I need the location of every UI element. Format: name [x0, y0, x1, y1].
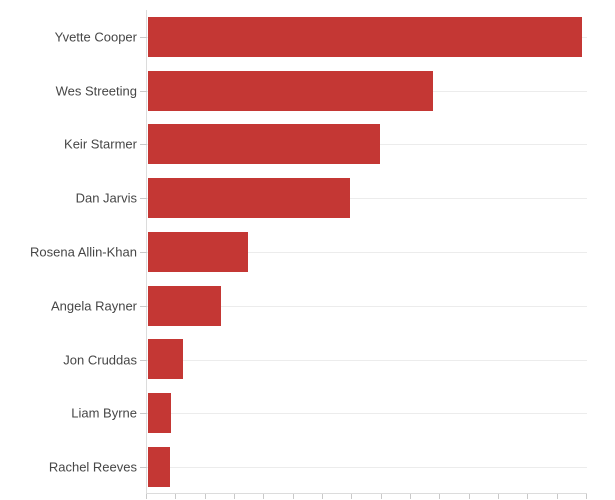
bar-row: Jon Cruddas	[63, 333, 587, 387]
bar-row: Rosena Allin-Khan	[30, 225, 587, 279]
gridline	[147, 198, 587, 200]
bar-rows: Yvette Cooper Wes Streeting Keir Starmer Da…	[30, 10, 587, 494]
bar-row: Rachel Reeves	[49, 440, 587, 494]
bar	[148, 231, 248, 272]
category-label: Liam Byrne	[71, 405, 137, 421]
category-tick-mark	[140, 413, 147, 415]
category-label: Rachel Reeves	[48, 459, 137, 475]
category-label: Yvette Cooper	[54, 29, 137, 45]
x-axis-tick-mark	[351, 494, 353, 499]
category-label: Jon Cruddas	[63, 352, 137, 368]
x-axis-tick-mark	[175, 494, 177, 499]
gridline	[147, 305, 587, 307]
x-axis-tick-mark	[380, 494, 382, 499]
x-axis-tick-mark	[527, 494, 529, 499]
bar-row: Yvette Cooper	[55, 10, 587, 64]
x-axis-tick-mark	[263, 494, 265, 499]
bar	[148, 124, 380, 165]
plot-area: Yvette Cooper Wes Streeting Keir Starmer Da…	[30, 10, 587, 499]
x-axis-tick-mark	[410, 494, 411, 499]
category-tick-mark	[140, 198, 147, 200]
bar	[148, 70, 433, 111]
bar-row: Wes Streeting	[56, 64, 587, 118]
category-tick-mark	[140, 305, 147, 307]
category-tick-mark	[140, 251, 147, 253]
gridline	[147, 359, 587, 361]
category-label: Wes Streeting	[55, 83, 137, 99]
bar-row: Dan Jarvis	[76, 171, 587, 225]
x-axis-tick-mark	[586, 494, 587, 499]
x-axis-tick-mark	[439, 494, 441, 499]
x-axis-tick-mark	[498, 494, 499, 499]
category-label: Keir Starmer	[64, 136, 137, 152]
bar-row: Keir Starmer	[64, 118, 587, 172]
gridline	[147, 467, 587, 469]
bar-row: Angela Rayner	[51, 279, 587, 333]
bar	[148, 447, 170, 488]
gridline	[147, 413, 587, 415]
bar	[148, 339, 184, 380]
x-axis-tick-mark	[292, 494, 294, 499]
x-axis-tick-mark	[234, 494, 235, 499]
bar-row: Liam Byrne	[71, 386, 587, 440]
bar	[148, 16, 583, 57]
bar	[148, 178, 351, 219]
bar	[148, 393, 171, 434]
bar	[148, 285, 222, 326]
category-tick-mark	[140, 90, 147, 92]
category-tick-mark	[140, 359, 147, 361]
x-axis-tick-mark	[146, 494, 147, 499]
category-label: Angela Rayner	[51, 298, 137, 314]
category-tick-mark	[140, 467, 147, 469]
gridline	[147, 251, 587, 253]
x-axis-tick-mark	[204, 494, 206, 499]
x-axis-tick-mark	[322, 494, 323, 499]
x-axis-tick-mark	[556, 494, 558, 499]
category-tick-mark	[140, 144, 147, 146]
category-label: Dan Jarvis	[75, 190, 137, 206]
x-axis-tick-mark	[468, 494, 470, 499]
category-label: Rosena Allin-Khan	[30, 244, 137, 260]
category-tick-mark	[140, 36, 147, 38]
